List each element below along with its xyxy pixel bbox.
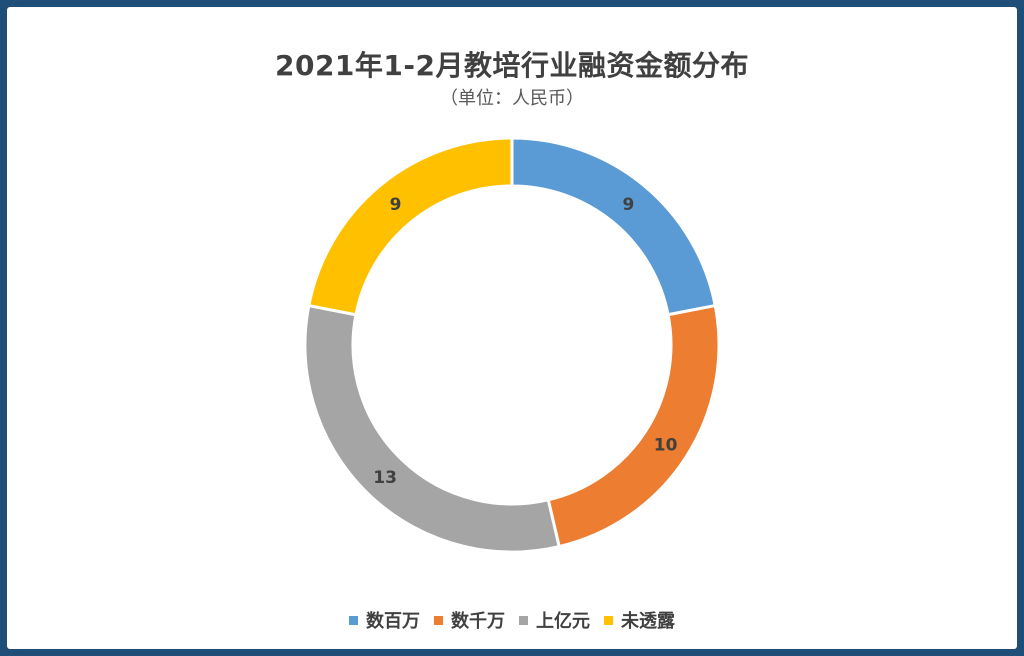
- data-label: 13: [373, 468, 397, 488]
- legend-label: 数百万: [366, 611, 420, 632]
- donut-slices: [303, 136, 721, 554]
- donut-slice: [307, 136, 514, 317]
- donut-slice: [303, 303, 561, 554]
- donut-slice: [510, 136, 717, 317]
- legend-label: 未透露: [621, 611, 675, 632]
- data-labels: 9 10 13 9: [373, 195, 677, 488]
- chart-legend: 数百万 数千万 上亿元 未透露: [0, 607, 1024, 633]
- legend-item: 数千万: [434, 607, 505, 633]
- data-label: 9: [390, 195, 402, 215]
- legend-item: 未透露: [604, 607, 675, 633]
- legend-label: 上亿元: [536, 611, 590, 632]
- legend-swatch: [349, 615, 358, 625]
- data-label: 10: [654, 435, 678, 455]
- data-label: 9: [623, 195, 635, 215]
- legend-swatch: [519, 615, 528, 625]
- legend-swatch: [434, 615, 443, 625]
- legend-item: 上亿元: [519, 607, 590, 633]
- donut-slice: [546, 303, 721, 549]
- legend-item: 数百万: [349, 607, 420, 633]
- legend-swatch: [604, 615, 613, 625]
- legend-label: 数千万: [451, 611, 505, 632]
- chart-title: 2021年1-2月教培行业融资金额分布: [274, 49, 750, 82]
- chart-subtitle: （单位：人民币）: [440, 88, 584, 109]
